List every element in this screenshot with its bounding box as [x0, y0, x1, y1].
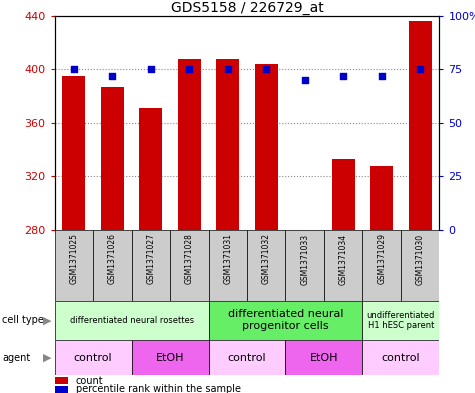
Bar [285, 340, 362, 375]
Bar [408, 21, 432, 230]
Text: undifferentiated
H1 hESC parent: undifferentiated H1 hESC parent [367, 310, 435, 330]
Bar [401, 230, 439, 301]
Bar [139, 108, 162, 230]
Bar [55, 340, 132, 375]
Text: ▶: ▶ [43, 353, 52, 363]
Bar [285, 230, 324, 301]
Text: agent: agent [2, 353, 30, 363]
Text: differentiated neural rosettes: differentiated neural rosettes [69, 316, 194, 325]
Text: GSM1371029: GSM1371029 [377, 233, 386, 285]
Text: percentile rank within the sample: percentile rank within the sample [76, 384, 241, 393]
Point [378, 73, 385, 79]
Text: GSM1371030: GSM1371030 [416, 233, 425, 285]
Bar [101, 87, 124, 230]
Point [70, 66, 77, 72]
Bar [209, 230, 247, 301]
Point [185, 66, 193, 72]
Bar [247, 230, 285, 301]
Bar [216, 59, 239, 230]
Point [224, 66, 231, 72]
Text: control: control [381, 353, 420, 363]
Bar [62, 76, 86, 230]
Bar [93, 230, 132, 301]
Bar [209, 340, 285, 375]
Text: ▶: ▶ [43, 315, 52, 325]
Text: count: count [76, 376, 104, 386]
Text: differentiated neural
progenitor cells: differentiated neural progenitor cells [228, 310, 343, 331]
Bar [55, 378, 68, 384]
Bar [178, 59, 201, 230]
Point [147, 66, 154, 72]
Bar [362, 230, 401, 301]
Point [301, 77, 309, 83]
Text: control: control [74, 353, 113, 363]
Point [339, 73, 347, 79]
Text: EtOH: EtOH [156, 353, 184, 363]
Bar [55, 301, 209, 340]
Point [108, 73, 116, 79]
Bar [55, 386, 68, 393]
Bar [332, 159, 355, 230]
Title: GDS5158 / 226729_at: GDS5158 / 226729_at [171, 1, 323, 15]
Bar [132, 230, 170, 301]
Bar [132, 340, 209, 375]
Text: control: control [228, 353, 266, 363]
Bar [362, 301, 439, 340]
Bar [55, 230, 93, 301]
Point [262, 66, 270, 72]
Bar [324, 230, 362, 301]
Text: GSM1371032: GSM1371032 [262, 233, 271, 285]
Text: GSM1371026: GSM1371026 [108, 233, 117, 285]
Text: GSM1371025: GSM1371025 [69, 233, 78, 285]
Bar [209, 301, 362, 340]
Text: GSM1371028: GSM1371028 [185, 233, 194, 284]
Bar [370, 165, 393, 230]
Text: GSM1371033: GSM1371033 [300, 233, 309, 285]
Text: cell type: cell type [2, 315, 44, 325]
Bar [170, 230, 209, 301]
Text: GSM1371027: GSM1371027 [146, 233, 155, 285]
Text: GSM1371031: GSM1371031 [223, 233, 232, 285]
Bar [362, 340, 439, 375]
Bar [255, 64, 278, 230]
Text: GSM1371034: GSM1371034 [339, 233, 348, 285]
Text: EtOH: EtOH [310, 353, 338, 363]
Point [416, 66, 424, 72]
